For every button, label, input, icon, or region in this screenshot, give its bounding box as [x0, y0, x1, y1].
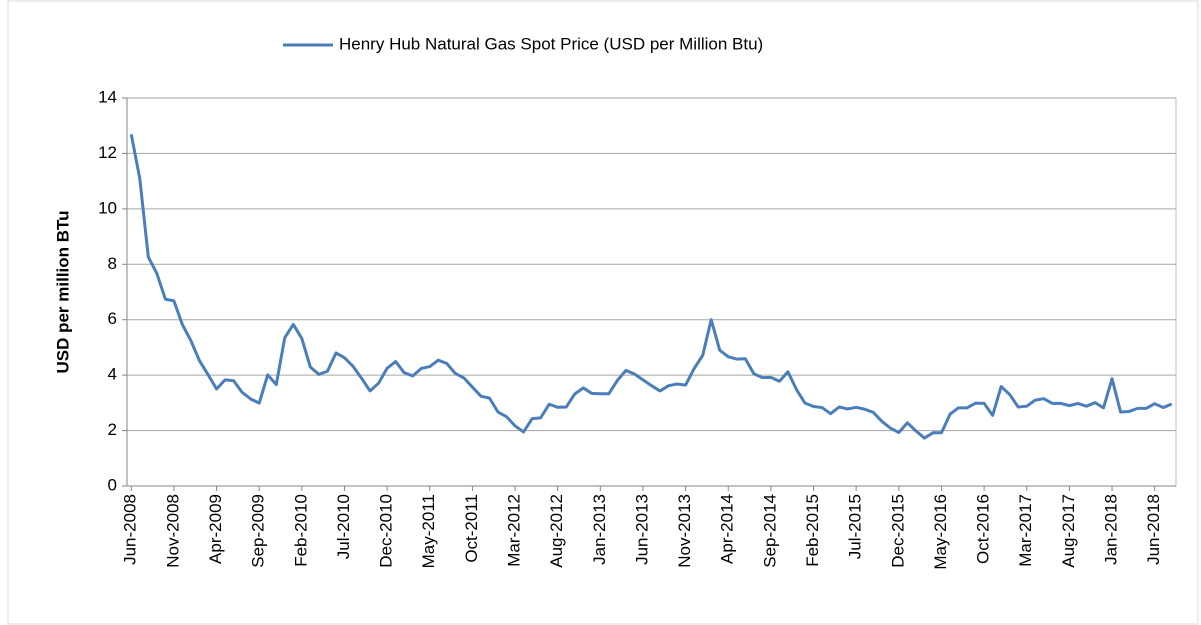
y-tick-label: 12 — [98, 143, 117, 162]
y-axis-label: USD per million BTu — [53, 210, 72, 373]
x-tick-label: May-2016 — [931, 494, 950, 570]
x-tick-label: Oct-2016 — [974, 494, 993, 564]
y-tick-label: 2 — [108, 420, 117, 439]
x-tick-label: Dec-2015 — [888, 494, 907, 568]
x-tick-label: Mar-2012 — [505, 494, 524, 567]
x-tick-label: Jan-2013 — [590, 494, 609, 565]
y-tick-label: 0 — [108, 475, 117, 494]
x-tick-label: Aug-2012 — [547, 494, 566, 568]
x-tick-label: Jun-2013 — [632, 494, 651, 565]
y-tick-label: 10 — [98, 198, 117, 217]
x-tick-label: Apr-2009 — [206, 494, 225, 564]
x-tick-label: Jul-2015 — [846, 494, 865, 559]
x-tick-label: Nov-2013 — [675, 494, 694, 568]
x-tick-label: Feb-2010 — [291, 494, 310, 567]
x-tick-label: Aug-2017 — [1059, 494, 1078, 568]
x-tick-label: Jul-2010 — [334, 494, 353, 559]
x-tick-label: Jan-2018 — [1102, 494, 1121, 565]
x-tick-label: Mar-2017 — [1016, 494, 1035, 567]
x-tick-label: Sep-2014 — [760, 494, 779, 568]
x-tick-label: Apr-2014 — [718, 494, 737, 564]
series-line — [129, 134, 1173, 440]
x-tick-label: Oct-2011 — [462, 494, 481, 563]
x-tick-label: Sep-2009 — [249, 494, 268, 568]
x-tick-label: Jun-2008 — [121, 494, 140, 565]
y-tick-label: 8 — [108, 254, 117, 273]
y-tick-label: 4 — [108, 365, 117, 384]
y-tick-label: 6 — [108, 309, 117, 328]
x-tick-label: Dec-2010 — [377, 494, 396, 568]
chart-border — [7, 0, 1199, 625]
legend-label: Henry Hub Natural Gas Spot Price (USD pe… — [339, 34, 763, 53]
x-tick-label: Feb-2015 — [803, 494, 822, 567]
x-tick-label: May-2011 — [419, 494, 438, 568]
x-tick-label: Nov-2008 — [163, 494, 182, 568]
x-tick-label: Jun-2018 — [1144, 494, 1163, 565]
y-tick-label: 14 — [98, 87, 117, 106]
